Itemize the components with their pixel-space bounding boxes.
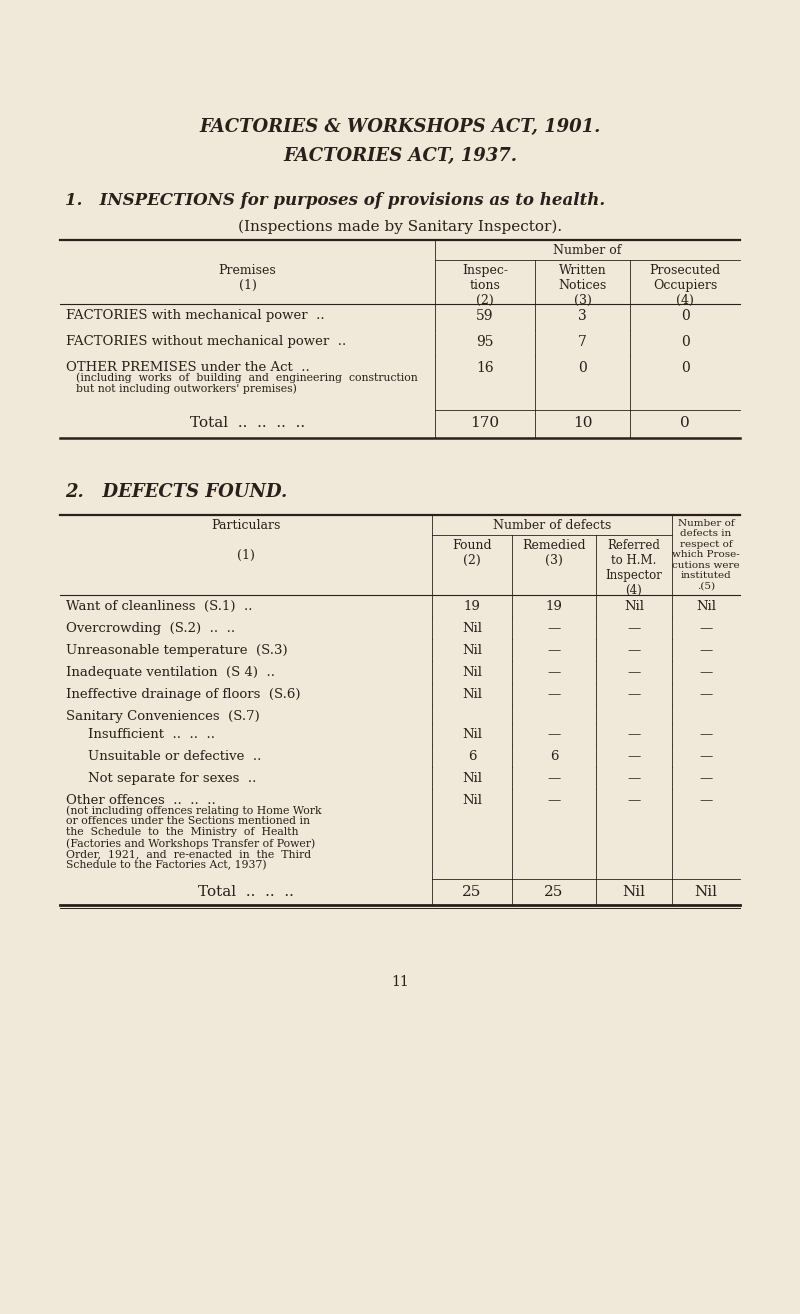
Text: Number of: Number of — [554, 244, 622, 258]
Text: Particulars

(1): Particulars (1) — [211, 519, 281, 562]
Text: 1.   INSPECTIONS for purposes of provisions as to health.: 1. INSPECTIONS for purposes of provision… — [65, 192, 605, 209]
Text: OTHER PREMISES under the Act  ..: OTHER PREMISES under the Act .. — [66, 361, 310, 374]
Text: Not separate for sexes  ..: Not separate for sexes .. — [88, 773, 256, 784]
Text: Number of defects: Number of defects — [493, 519, 611, 532]
Text: —: — — [547, 794, 561, 807]
Text: —: — — [627, 728, 641, 741]
Text: —: — — [699, 728, 713, 741]
Text: Nil: Nil — [462, 666, 482, 679]
Text: —: — — [699, 666, 713, 679]
Text: Other offences  ..  ..  ..: Other offences .. .. .. — [66, 794, 216, 807]
Text: 19: 19 — [463, 600, 481, 614]
Text: —: — — [627, 666, 641, 679]
Text: 170: 170 — [470, 417, 499, 430]
Text: 2.   DEFECTS FOUND.: 2. DEFECTS FOUND. — [65, 484, 287, 501]
Text: —: — — [699, 794, 713, 807]
Text: (Inspections made by Sanitary Inspector).: (Inspections made by Sanitary Inspector)… — [238, 219, 562, 234]
Text: 19: 19 — [546, 600, 562, 614]
Text: Insufficient  ..  ..  ..: Insufficient .. .. .. — [88, 728, 215, 741]
Text: 0: 0 — [681, 335, 690, 350]
Text: Total  ..  ..  ..  ..: Total .. .. .. .. — [190, 417, 305, 430]
Text: 7: 7 — [578, 335, 587, 350]
Text: Unreasonable temperature  (S.3): Unreasonable temperature (S.3) — [66, 644, 288, 657]
Text: —: — — [699, 750, 713, 763]
Text: —: — — [699, 773, 713, 784]
Text: 3: 3 — [578, 309, 587, 323]
Text: Nil: Nil — [462, 728, 482, 741]
Text: Sanitary Conveniences  (S.7): Sanitary Conveniences (S.7) — [66, 710, 260, 723]
Text: 11: 11 — [391, 975, 409, 989]
Text: Nil: Nil — [462, 622, 482, 635]
Text: 95: 95 — [476, 335, 494, 350]
Text: 0: 0 — [680, 417, 690, 430]
Text: (Factories and Workshops Transfer of Power): (Factories and Workshops Transfer of Pow… — [66, 838, 315, 849]
Text: —: — — [627, 750, 641, 763]
Text: 6: 6 — [550, 750, 558, 763]
Text: Referred
to H.M.
Inspector
(4): Referred to H.M. Inspector (4) — [606, 539, 662, 597]
Text: but not including outworkers' premises): but not including outworkers' premises) — [76, 382, 297, 394]
Text: —: — — [627, 794, 641, 807]
Text: Remedied
(3): Remedied (3) — [522, 539, 586, 568]
Text: —: — — [699, 622, 713, 635]
Text: —: — — [699, 644, 713, 657]
Text: —: — — [627, 622, 641, 635]
Text: 0: 0 — [578, 361, 587, 374]
Text: Inspec-
tions
(2): Inspec- tions (2) — [462, 264, 508, 307]
Text: or offences under the Sections mentioned in: or offences under the Sections mentioned… — [66, 816, 310, 827]
Text: 0: 0 — [681, 309, 690, 323]
Text: Premises
(1): Premises (1) — [218, 264, 276, 292]
Text: FACTORIES without mechanical power  ..: FACTORIES without mechanical power .. — [66, 335, 346, 348]
Text: 25: 25 — [462, 886, 482, 899]
Text: Written
Notices
(3): Written Notices (3) — [558, 264, 606, 307]
Text: 0: 0 — [681, 361, 690, 374]
Text: —: — — [547, 644, 561, 657]
Text: —: — — [699, 689, 713, 700]
Text: —: — — [627, 644, 641, 657]
Text: FACTORIES with mechanical power  ..: FACTORIES with mechanical power .. — [66, 309, 325, 322]
Text: Inadequate ventilation  (S 4)  ..: Inadequate ventilation (S 4) .. — [66, 666, 275, 679]
Text: (not including offences relating to Home Work: (not including offences relating to Home… — [66, 805, 322, 816]
Text: (including  works  of  building  and  engineering  construction: (including works of building and enginee… — [76, 372, 418, 382]
Text: Total  ..  ..  ..: Total .. .. .. — [198, 886, 294, 899]
Text: Overcrowding  (S.2)  ..  ..: Overcrowding (S.2) .. .. — [66, 622, 235, 635]
Text: Unsuitable or defective  ..: Unsuitable or defective .. — [88, 750, 262, 763]
Text: Ineffective drainage of floors  (S.6): Ineffective drainage of floors (S.6) — [66, 689, 301, 700]
Text: —: — — [627, 689, 641, 700]
Text: Prosecuted
Occupiers
(4): Prosecuted Occupiers (4) — [650, 264, 721, 307]
Text: —: — — [547, 689, 561, 700]
Text: Nil: Nil — [462, 689, 482, 700]
Text: the  Schedule  to  the  Ministry  of  Health: the Schedule to the Ministry of Health — [66, 827, 298, 837]
Text: FACTORIES ACT, 1937.: FACTORIES ACT, 1937. — [283, 147, 517, 166]
Text: —: — — [547, 622, 561, 635]
Text: 59: 59 — [476, 309, 494, 323]
Text: 10: 10 — [573, 417, 592, 430]
Text: Want of cleanliness  (S.1)  ..: Want of cleanliness (S.1) .. — [66, 600, 253, 614]
Text: Number of
defects in
respect of
which Prose-
cutions were
instituted
.(5): Number of defects in respect of which Pr… — [672, 519, 740, 590]
Text: Nil: Nil — [462, 794, 482, 807]
Text: 25: 25 — [544, 886, 564, 899]
Text: —: — — [547, 773, 561, 784]
Text: Found
(2): Found (2) — [452, 539, 492, 568]
Text: —: — — [547, 666, 561, 679]
Text: Order,  1921,  and  re-enacted  in  the  Third: Order, 1921, and re-enacted in the Third — [66, 849, 311, 859]
Text: Nil: Nil — [694, 886, 718, 899]
Text: Nil: Nil — [624, 600, 644, 614]
Text: Nil: Nil — [462, 644, 482, 657]
Text: —: — — [547, 728, 561, 741]
Text: —: — — [627, 773, 641, 784]
Text: Schedule to the Factories Act, 1937): Schedule to the Factories Act, 1937) — [66, 859, 266, 870]
Text: Nil: Nil — [462, 773, 482, 784]
Text: 16: 16 — [476, 361, 494, 374]
Text: 6: 6 — [468, 750, 476, 763]
Text: FACTORIES & WORKSHOPS ACT, 1901.: FACTORIES & WORKSHOPS ACT, 1901. — [199, 118, 601, 137]
Text: Nil: Nil — [622, 886, 646, 899]
Text: Nil: Nil — [696, 600, 716, 614]
